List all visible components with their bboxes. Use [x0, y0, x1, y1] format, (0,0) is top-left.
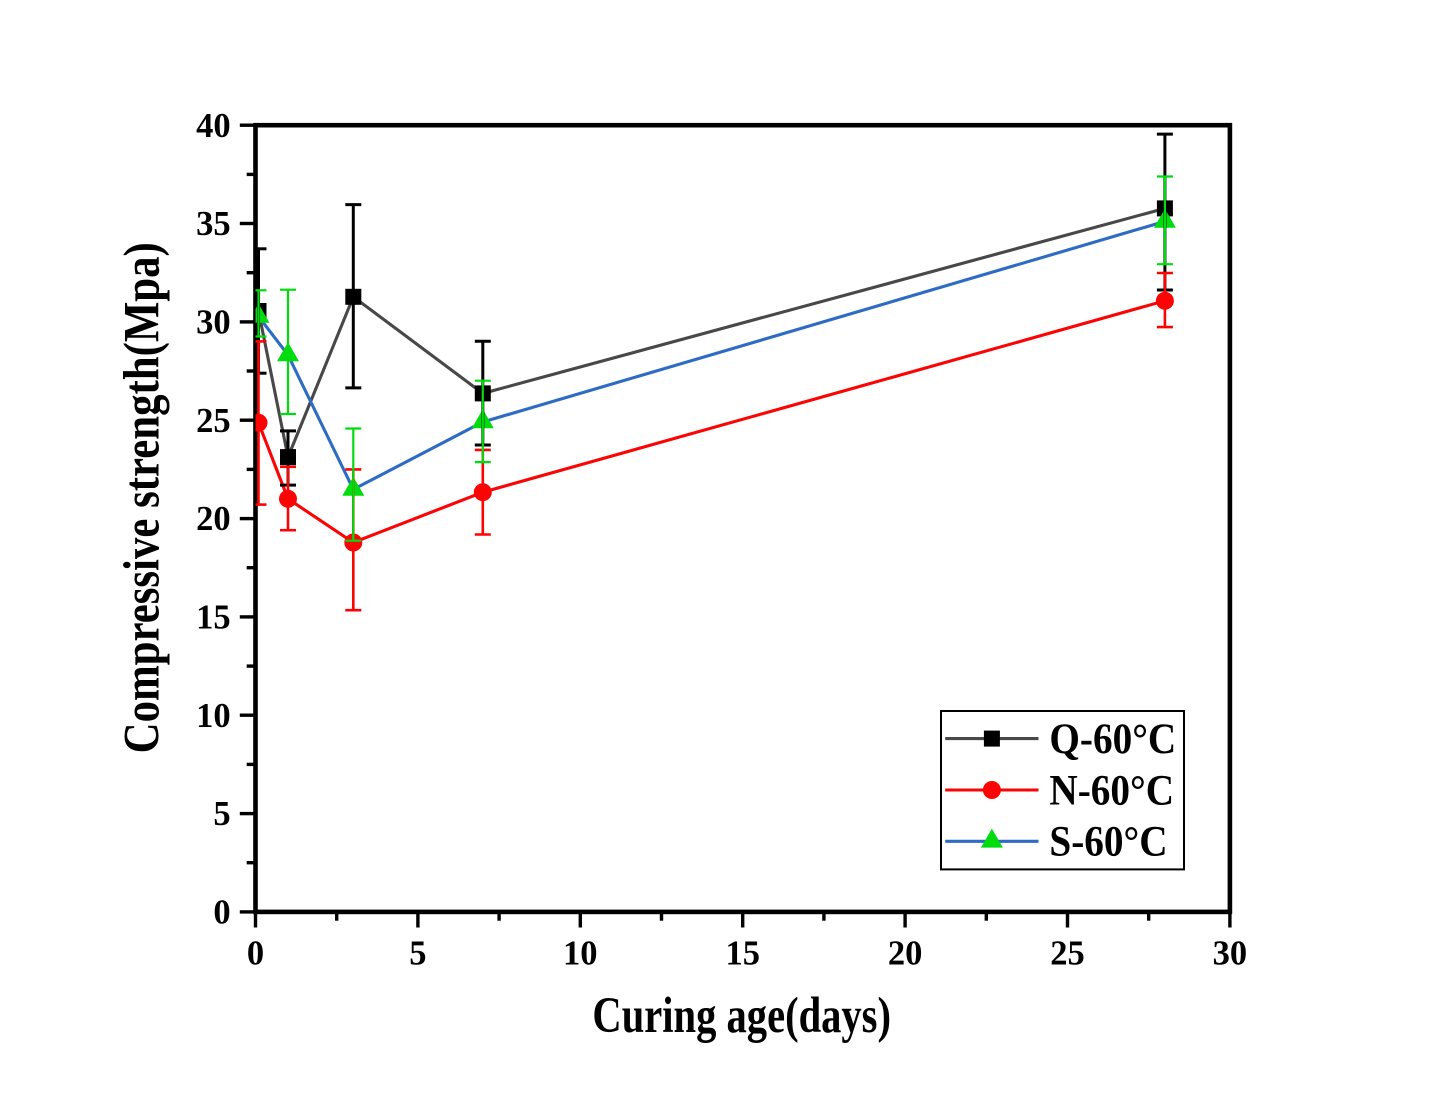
svg-text:5: 5	[409, 934, 426, 972]
svg-text:25: 25	[196, 402, 231, 440]
svg-text:Compressive strength(Mpa): Compressive strength(Mpa)	[114, 242, 170, 753]
svg-text:S-60°C: S-60°C	[1049, 817, 1167, 865]
svg-text:25: 25	[1050, 934, 1085, 972]
svg-text:N-60°C: N-60°C	[1049, 766, 1174, 814]
svg-text:0: 0	[213, 894, 230, 932]
svg-text:Curing age(days): Curing age(days)	[592, 987, 891, 1043]
svg-text:15: 15	[196, 599, 231, 637]
svg-text:20: 20	[888, 934, 923, 972]
svg-text:30: 30	[196, 304, 231, 342]
svg-text:10: 10	[196, 697, 231, 735]
svg-text:0: 0	[247, 934, 264, 972]
svg-text:40: 40	[196, 107, 231, 145]
svg-text:30: 30	[1213, 934, 1248, 972]
svg-text:15: 15	[725, 934, 760, 972]
svg-text:10: 10	[563, 934, 598, 972]
svg-text:20: 20	[196, 500, 231, 538]
svg-text:35: 35	[196, 205, 231, 243]
svg-text:5: 5	[213, 795, 230, 833]
svg-text:Q-60°C: Q-60°C	[1049, 714, 1176, 762]
